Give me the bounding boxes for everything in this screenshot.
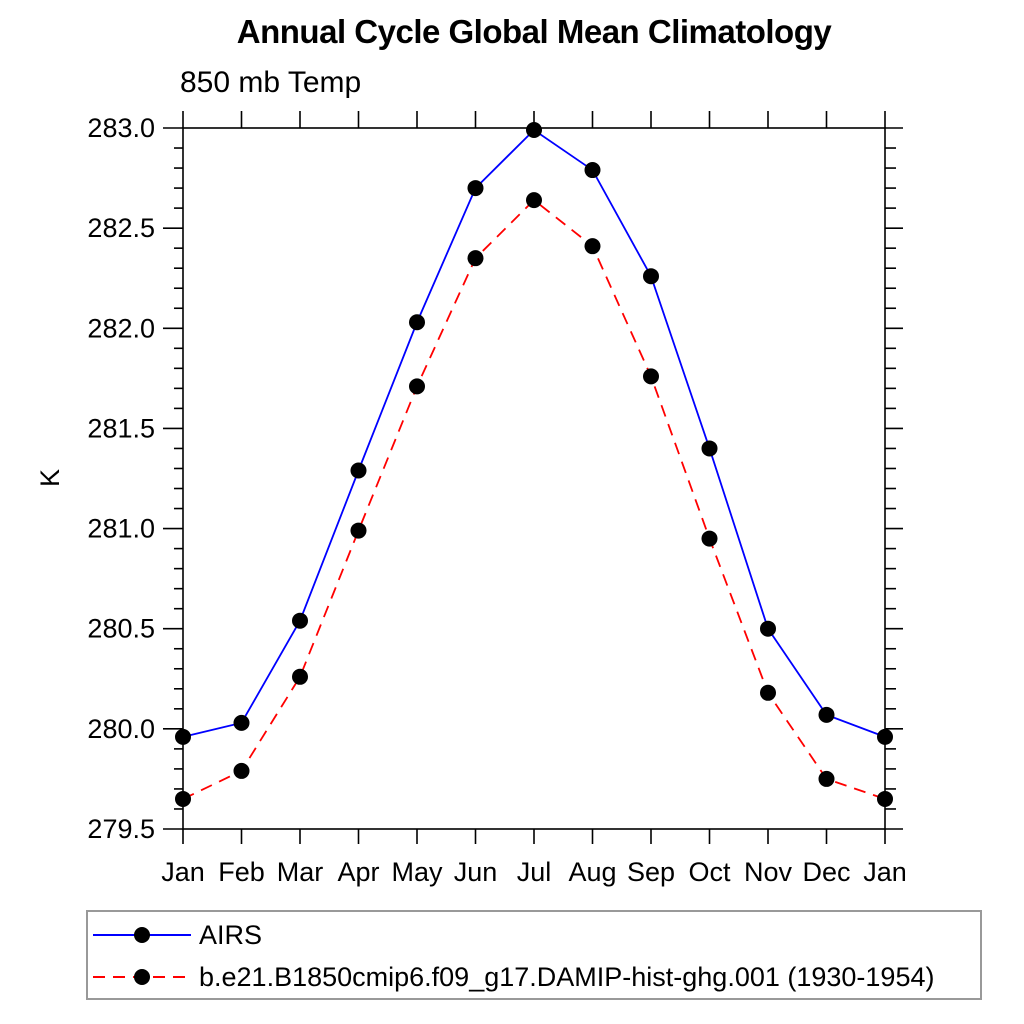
y-axis-ticks bbox=[163, 127, 903, 830]
svg-text:280.5: 280.5 bbox=[87, 614, 155, 644]
legend-label-airs: AIRS bbox=[199, 919, 263, 950]
svg-text:Feb: Feb bbox=[218, 857, 265, 887]
axis-frame bbox=[182, 127, 886, 830]
svg-text:Dec: Dec bbox=[802, 857, 850, 887]
svg-text:Aug: Aug bbox=[568, 857, 616, 887]
series-markers-airs bbox=[175, 122, 893, 745]
svg-text:Jan: Jan bbox=[863, 857, 907, 887]
svg-text:Sep: Sep bbox=[627, 857, 675, 887]
svg-text:279.5: 279.5 bbox=[87, 814, 155, 844]
svg-text:Jan: Jan bbox=[161, 857, 205, 887]
svg-text:Nov: Nov bbox=[744, 857, 793, 887]
svg-text:281.5: 281.5 bbox=[87, 413, 155, 443]
svg-text:282.0: 282.0 bbox=[87, 313, 155, 343]
legend-label-model: b.e21.B1850cmip6.f09_g17.DAMIP-hist-ghg.… bbox=[199, 961, 935, 992]
x-axis-tick-labels: Jan Feb Mar Apr May Jun Jul Aug Sep Oct Nov Dec Jan bbox=[161, 857, 907, 887]
x-axis-ticks bbox=[182, 111, 886, 844]
chart-subtitle: 850 mb Temp bbox=[180, 66, 362, 99]
svg-text:Oct: Oct bbox=[688, 857, 731, 887]
legend-line-sample-airs bbox=[93, 927, 191, 943]
legend-line-sample-model bbox=[93, 969, 191, 985]
series-markers-model bbox=[175, 192, 893, 807]
svg-text:281.0: 281.0 bbox=[87, 514, 155, 544]
svg-text:Jul: Jul bbox=[517, 857, 552, 887]
legend-item-airs: AIRS bbox=[92, 919, 263, 950]
svg-text:283.0: 283.0 bbox=[87, 113, 155, 143]
legend-box: AIRS b.e21.B1850cmip6.f09_g17.DAMIP-hist… bbox=[86, 910, 982, 1000]
svg-text:282.5: 282.5 bbox=[87, 213, 155, 243]
svg-text:Jun: Jun bbox=[454, 857, 498, 887]
series-line-airs bbox=[182, 128, 886, 738]
legend-item-model: b.e21.B1850cmip6.f09_g17.DAMIP-hist-ghg.… bbox=[92, 961, 935, 992]
svg-text:Mar: Mar bbox=[277, 857, 324, 887]
svg-text:Apr: Apr bbox=[337, 857, 379, 887]
svg-text:May: May bbox=[391, 857, 443, 887]
y-axis-tick-labels: 279.5 280.0 280.5 281.0 281.5 282.0 282.5 283.0 bbox=[87, 113, 155, 844]
chart-title: Annual Cycle Global Mean Climatology bbox=[236, 13, 832, 50]
series-line-model bbox=[182, 198, 886, 800]
svg-text:280.0: 280.0 bbox=[87, 714, 155, 744]
